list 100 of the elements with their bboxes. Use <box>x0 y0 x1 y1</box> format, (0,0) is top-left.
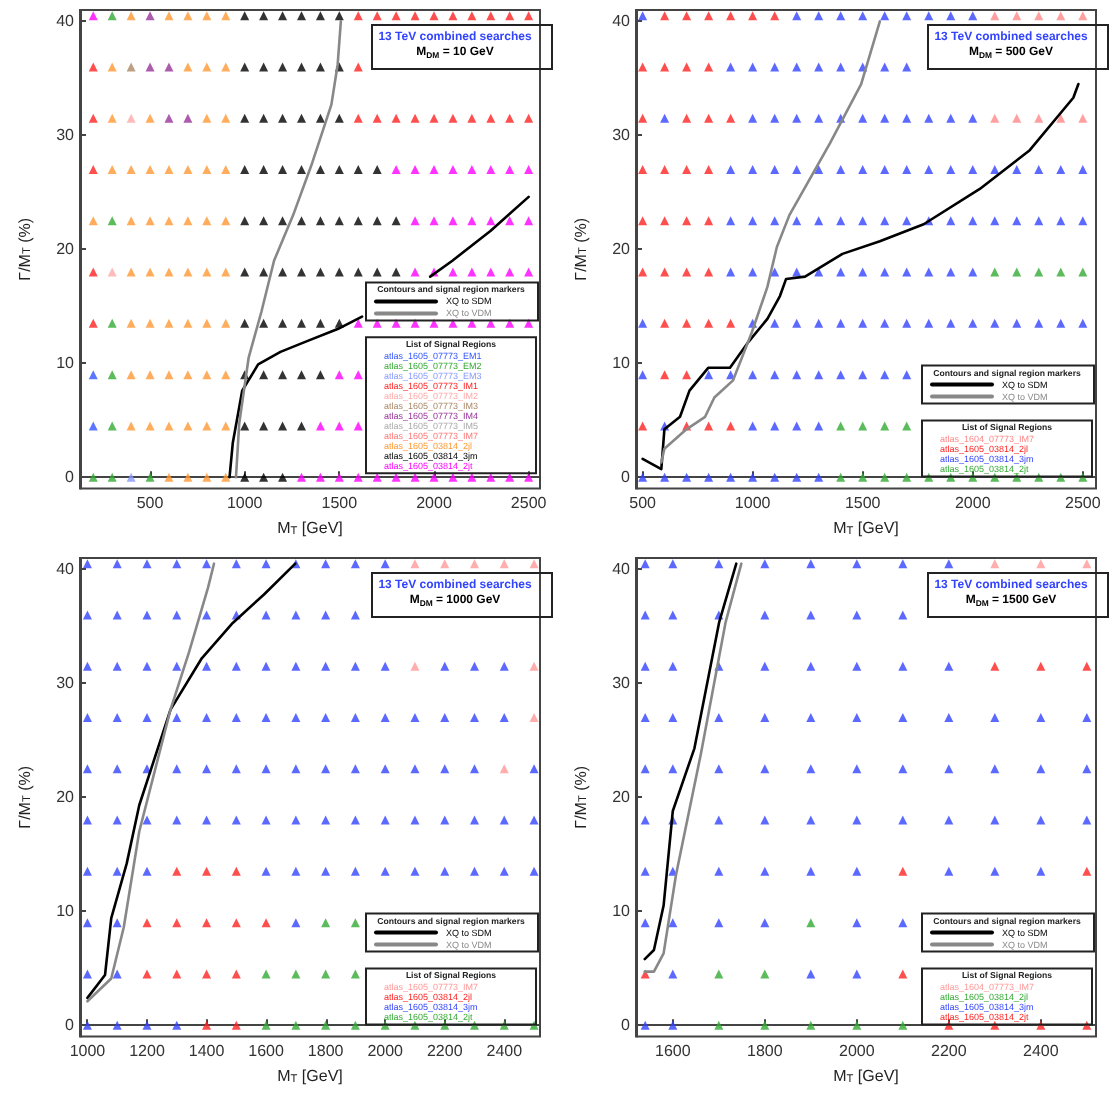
y-tick-label: 0 <box>65 1016 76 1035</box>
y-tick-label: 10 <box>56 902 76 921</box>
point <box>429 318 439 328</box>
point <box>88 472 98 482</box>
point <box>145 113 155 123</box>
point <box>467 267 477 277</box>
point <box>529 713 539 723</box>
x-tick-label: 1400 <box>188 1041 226 1060</box>
x-tick-label: 2000 <box>839 1041 876 1060</box>
point <box>183 165 193 175</box>
point <box>682 11 692 21</box>
point <box>448 165 458 175</box>
point <box>261 1020 271 1030</box>
y-tick-label: 40 <box>56 560 76 579</box>
point <box>524 318 534 328</box>
point <box>1056 267 1066 277</box>
point <box>524 267 534 277</box>
point <box>164 216 174 226</box>
y-tick-label: 30 <box>612 674 632 693</box>
point <box>902 472 912 482</box>
point <box>529 661 539 671</box>
y-tick-label: 30 <box>56 126 76 145</box>
point <box>202 165 212 175</box>
x-tick-label: 2400 <box>486 1041 524 1060</box>
point <box>126 113 136 123</box>
y-tick-label: 0 <box>65 468 76 487</box>
point <box>202 918 212 928</box>
x-tick-label: 1500 <box>321 493 359 512</box>
point <box>1056 113 1066 123</box>
point <box>682 267 692 277</box>
point <box>145 421 155 431</box>
point <box>145 165 155 175</box>
point <box>145 318 155 328</box>
y-tick-label: 20 <box>612 240 632 259</box>
point <box>448 113 458 123</box>
point <box>990 661 1000 671</box>
point <box>145 370 155 380</box>
point <box>638 267 648 277</box>
point <box>183 267 193 277</box>
point <box>221 267 231 277</box>
point <box>202 113 212 123</box>
x-tick-label: 2000 <box>954 493 992 512</box>
point <box>448 267 458 277</box>
point <box>1078 267 1088 277</box>
point <box>448 318 458 328</box>
y-tick-label: 30 <box>612 126 632 145</box>
point <box>990 113 1000 123</box>
point <box>410 11 420 21</box>
point <box>410 216 420 226</box>
point <box>296 472 306 482</box>
point <box>410 318 420 328</box>
point <box>164 113 174 123</box>
point <box>164 370 174 380</box>
point <box>107 113 117 123</box>
point <box>221 318 231 328</box>
point <box>836 472 846 482</box>
point <box>202 969 212 979</box>
point <box>448 11 458 21</box>
point <box>726 318 736 328</box>
y-tick-label: 30 <box>56 674 76 693</box>
point <box>880 472 890 482</box>
point <box>486 165 496 175</box>
point <box>682 370 692 380</box>
point <box>467 165 477 175</box>
point <box>126 267 136 277</box>
point <box>231 1020 241 1030</box>
point <box>107 165 117 175</box>
point <box>704 267 714 277</box>
y-tick-label: 0 <box>621 1016 632 1035</box>
point <box>202 472 212 482</box>
point <box>261 918 271 928</box>
x-tick-label: 500 <box>136 493 165 512</box>
y-tick-label: 40 <box>56 12 76 31</box>
point <box>202 267 212 277</box>
point <box>321 918 331 928</box>
point <box>183 472 193 482</box>
point <box>704 318 714 328</box>
point <box>486 267 496 277</box>
point <box>145 11 155 21</box>
point <box>391 318 401 328</box>
point <box>660 11 670 21</box>
point <box>353 318 363 328</box>
y-tick-label: 0 <box>621 468 632 487</box>
point <box>524 11 534 21</box>
point <box>315 472 325 482</box>
point <box>350 1020 360 1030</box>
point <box>126 472 136 482</box>
point <box>1078 113 1088 123</box>
point <box>183 370 193 380</box>
point <box>429 113 439 123</box>
point <box>467 113 477 123</box>
point <box>391 11 401 21</box>
x-tick-label: 1500 <box>844 493 882 512</box>
point <box>748 11 758 21</box>
point <box>1036 661 1046 671</box>
point <box>142 918 152 928</box>
point <box>126 11 136 21</box>
point <box>429 216 439 226</box>
point <box>202 370 212 380</box>
point <box>505 113 515 123</box>
